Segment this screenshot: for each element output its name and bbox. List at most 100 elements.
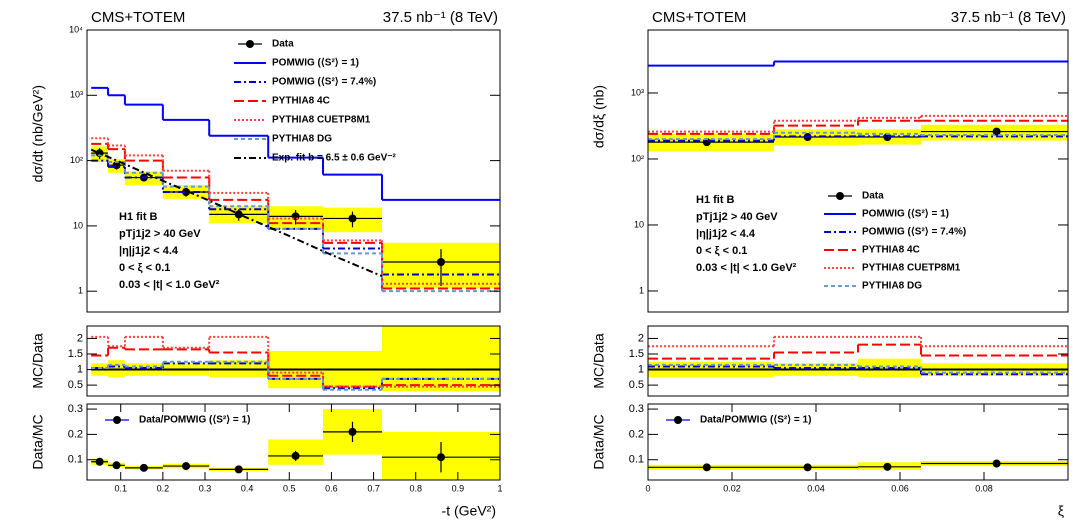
x-tick-label: 0.1 <box>114 483 127 493</box>
data-point <box>437 257 445 266</box>
legend-label: Data/POMWIG (⟨S²⟩ = 1) <box>139 415 250 426</box>
y-tick-label: 1 <box>639 285 644 295</box>
y-tick-label: 1.5 <box>629 348 644 360</box>
x-tick-label: 0.4 <box>241 483 254 493</box>
y-tick-label: 10² <box>70 155 83 165</box>
frame <box>86 325 501 397</box>
annotation: 0 < ξ < 0.1 <box>696 245 747 257</box>
data-point <box>234 465 243 474</box>
data-point <box>992 127 1001 136</box>
legend-swatch <box>674 416 682 424</box>
annotation: |η|j1j2 < 4.4 <box>119 245 179 257</box>
legend-swatch <box>113 416 121 424</box>
annotation: pTj1j2 > 40 GeV <box>119 228 201 240</box>
x-tick-label: 0.08 <box>975 483 993 493</box>
plot-area <box>91 326 500 392</box>
x-tick-label: 0.2 <box>157 483 170 493</box>
annotation: |η|j1j2 < 4.4 <box>696 228 756 240</box>
legend-label: POMWIG (⟨S²⟩ = 1) <box>862 209 949 220</box>
y-tick-label: 0.1 <box>68 454 83 466</box>
legend-label: PYTHIA8 4C <box>862 245 920 256</box>
y-tick-label: 0.2 <box>629 428 644 440</box>
y-tick-label: 1 <box>78 286 83 296</box>
y-tick-label: 2 <box>638 332 644 344</box>
data-point <box>702 463 711 472</box>
data-point <box>112 461 121 470</box>
x-tick-label: 0 <box>645 483 650 493</box>
plot-area <box>648 60 1068 152</box>
annotation: H1 fit B <box>696 194 735 206</box>
legend-label: Data/POMWIG (⟨S²⟩ = 1) <box>700 415 811 426</box>
frame <box>86 29 501 313</box>
y-tick-label: 10³ <box>70 90 83 100</box>
legend-swatch <box>246 40 254 48</box>
annotation: H1 fit B <box>119 211 158 223</box>
x-tick-label: 0.02 <box>723 483 741 493</box>
annotation: 0 < ξ < 0.1 <box>119 262 170 274</box>
y-axis-label: MC/Data <box>591 333 607 388</box>
annotation: 0.03 < |t| < 1.0 GeV² <box>696 262 797 274</box>
frame <box>647 29 1069 313</box>
legend-label: PYTHIA8 CUETP8M1 <box>272 115 371 126</box>
legend-swatch <box>836 192 844 200</box>
data-point <box>348 427 357 436</box>
legend-label: Exp. fit b = 6.5 ± 0.6 GeV⁻² <box>272 153 397 164</box>
data-point <box>139 463 148 472</box>
y-tick-label: 0.5 <box>629 379 644 391</box>
x-tick-label: 0.9 <box>452 483 465 493</box>
data-point <box>883 133 892 142</box>
chart-subtitle: 37.5 nb⁻¹ (8 TeV) <box>383 9 498 26</box>
x-tick-label: 0.04 <box>807 483 825 493</box>
data-point <box>883 462 892 471</box>
data-point <box>95 457 104 466</box>
y-tick-label: 2 <box>77 332 83 344</box>
chart-subtitle: 37.5 nb⁻¹ (8 TeV) <box>951 9 1066 26</box>
x-tick-label: 1 <box>497 483 502 493</box>
x-tick-label: 0.5 <box>283 483 296 493</box>
y-axis-label: Data/MC <box>591 414 607 469</box>
legend-label: PYTHIA8 CUETP8M1 <box>862 263 961 274</box>
chart-title: CMS+TOTEM <box>91 9 185 26</box>
y-axis-label: dσ/dt (nb/GeV²) <box>30 85 46 182</box>
y-tick-label: 0.3 <box>629 403 644 415</box>
x-tick-label: 0.8 <box>409 483 422 493</box>
y-axis-label: MC/Data <box>30 333 46 388</box>
legend-label: POMWIG (⟨S²⟩ = 7.4%) <box>272 77 376 88</box>
y-tick-label: 10 <box>73 220 83 230</box>
x-axis-label: ξ <box>1058 503 1064 519</box>
annotation: pTj1j2 > 40 GeV <box>696 211 778 223</box>
y-tick-label: 0.2 <box>68 428 83 440</box>
x-tick-label: 0.3 <box>199 483 212 493</box>
y-tick-label: 0.5 <box>68 379 83 391</box>
frame <box>647 325 1069 397</box>
y-axis-label: Data/MC <box>30 414 46 469</box>
y-tick-label: 1 <box>638 363 644 375</box>
data-point <box>182 462 191 471</box>
legend-label: PYTHIA8 4C <box>272 96 330 107</box>
plot-area <box>648 335 1068 378</box>
legend-label: POMWIG (⟨S²⟩ = 1) <box>272 58 359 69</box>
frame <box>86 403 501 481</box>
annotation: 0.03 < |t| < 1.0 GeV² <box>119 279 220 291</box>
uncertainty-band <box>382 326 500 392</box>
frame <box>647 403 1069 481</box>
y-tick-label: 10³ <box>631 87 644 97</box>
plot-area <box>90 86 500 293</box>
plot-area <box>91 409 500 480</box>
chart-title: CMS+TOTEM <box>652 9 746 26</box>
legend-label: Data <box>272 39 294 50</box>
y-tick-label: 1 <box>77 363 83 375</box>
x-tick-label: 0.7 <box>367 483 380 493</box>
x-tick-label: 0.06 <box>891 483 909 493</box>
y-tick-label: 0.1 <box>629 454 644 466</box>
y-tick-label: 10² <box>631 153 644 163</box>
plot-area <box>648 459 1068 472</box>
data-point <box>291 451 300 460</box>
y-tick-label: 10 <box>634 219 644 229</box>
legend-label: PYTHIA8 DG <box>862 281 922 292</box>
y-tick-label: 0.3 <box>68 403 83 415</box>
legend-label: PYTHIA8 DG <box>272 134 332 145</box>
legend-label: Data <box>862 191 884 202</box>
